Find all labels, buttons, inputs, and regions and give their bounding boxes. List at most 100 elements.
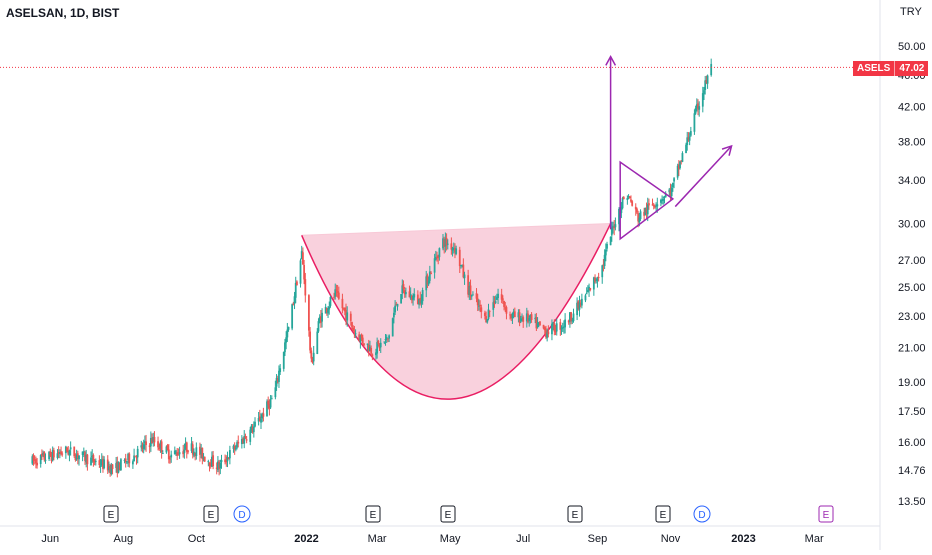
candle-body — [291, 304, 294, 329]
earnings-marker[interactable]: E — [818, 505, 834, 523]
cup-rim-line — [301, 223, 611, 236]
candle-body — [279, 368, 282, 373]
y-tick-label: 30.00 — [898, 219, 926, 231]
candle-body — [612, 225, 614, 229]
candle-body — [487, 309, 490, 319]
last-price-symbol: ASELS — [853, 61, 896, 76]
candle-body — [694, 108, 697, 114]
candle-body — [353, 331, 356, 333]
candle-body — [116, 461, 119, 474]
candle-body — [51, 449, 54, 461]
candle-body — [384, 339, 387, 341]
candle-body — [136, 448, 139, 458]
candle-body — [509, 314, 511, 316]
candle-body — [170, 454, 173, 458]
candle-body — [602, 264, 605, 266]
candle-body — [49, 451, 52, 456]
earnings-marker-box — [818, 505, 834, 523]
candle-body — [218, 461, 221, 470]
dividend-marker-circle — [233, 505, 251, 523]
candle-body — [240, 439, 243, 445]
candle-body — [56, 453, 59, 458]
candle-body — [242, 438, 244, 444]
handle-triangle — [619, 160, 675, 241]
candle-body — [588, 286, 590, 291]
candle-body — [698, 106, 701, 110]
candle-body — [401, 285, 404, 294]
dividend-marker[interactable]: D — [693, 505, 711, 523]
candle-body — [260, 419, 262, 423]
candle-body — [199, 446, 201, 455]
earnings-marker[interactable]: E — [655, 505, 671, 523]
candle-body — [656, 204, 659, 207]
candle-body — [128, 453, 131, 464]
candle-body — [609, 236, 612, 246]
earnings-marker[interactable]: E — [567, 505, 583, 523]
earnings-marker[interactable]: E — [203, 505, 219, 523]
candle-body — [563, 326, 565, 328]
candle-body — [327, 308, 329, 314]
candle-body — [527, 313, 529, 322]
breakout-arrow-shaft — [674, 145, 733, 208]
earnings-marker[interactable]: E — [103, 505, 119, 523]
candle-body — [367, 344, 370, 352]
candle-body — [115, 463, 118, 468]
x-tick-label: Mar — [805, 533, 824, 545]
candle-body — [646, 204, 649, 215]
candle-body — [688, 136, 691, 141]
candle-body — [93, 460, 96, 463]
candle-body — [614, 224, 617, 228]
candle-body — [270, 398, 273, 400]
x-tick-label: Mar — [368, 533, 387, 545]
candle-body — [626, 198, 629, 200]
event-marker-label: E — [572, 510, 579, 521]
candle-body — [261, 414, 264, 419]
candles-group — [31, 58, 713, 478]
candle-body — [564, 319, 567, 328]
candle-body — [126, 461, 128, 463]
candle-body — [551, 323, 553, 335]
candle-body — [596, 278, 599, 281]
candle-body — [36, 462, 39, 466]
candle-body — [236, 442, 238, 448]
candle-body — [695, 104, 698, 109]
candle-body — [60, 451, 62, 454]
candle-body — [433, 258, 436, 273]
candle-body — [659, 199, 662, 203]
candle-body — [161, 452, 164, 454]
candle-body — [149, 437, 152, 447]
candle-body — [638, 217, 641, 223]
candle-body — [226, 457, 229, 462]
candle-body — [69, 447, 72, 450]
candle-body — [470, 294, 473, 297]
candle-body — [663, 196, 666, 199]
candle-body — [110, 464, 113, 474]
x-tick-label: Aug — [114, 533, 134, 545]
candle-body — [160, 441, 163, 453]
candle-body — [455, 248, 458, 254]
candle-body — [525, 313, 528, 322]
candle-body — [254, 421, 256, 427]
candle-body — [536, 323, 539, 328]
candle-body — [618, 208, 620, 225]
dividend-marker[interactable]: D — [233, 505, 251, 523]
candle-body — [215, 467, 218, 470]
chart-title: ASELSAN, 1D, BIST — [6, 6, 120, 20]
candle-body — [610, 227, 613, 236]
earnings-marker[interactable]: E — [365, 505, 381, 523]
candle-body — [57, 452, 60, 454]
candle-body — [102, 458, 104, 469]
candle-body — [304, 279, 307, 296]
candle-body — [621, 198, 624, 209]
candle-body — [454, 247, 456, 253]
candle-body — [603, 254, 606, 267]
candle-body — [329, 296, 332, 306]
earnings-marker[interactable]: E — [440, 505, 456, 523]
candle-body — [677, 164, 680, 170]
candle-body — [232, 445, 235, 449]
candle-body — [391, 318, 394, 337]
candle-body — [183, 449, 186, 454]
candle-body — [426, 275, 429, 285]
